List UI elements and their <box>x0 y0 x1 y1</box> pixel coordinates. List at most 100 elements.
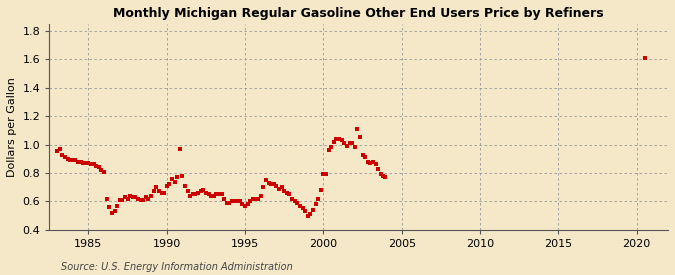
Point <box>59 155 70 160</box>
Point <box>294 204 305 208</box>
Point <box>639 56 650 60</box>
Point <box>329 139 340 144</box>
Point <box>281 191 292 195</box>
Point <box>68 158 78 163</box>
Point <box>80 161 91 165</box>
Point <box>333 137 344 141</box>
Point <box>300 209 310 213</box>
Point <box>373 167 383 171</box>
Point <box>370 162 381 167</box>
Point <box>302 213 313 218</box>
Point <box>96 168 107 172</box>
Point <box>192 191 203 195</box>
Point <box>237 202 248 207</box>
Point <box>78 161 88 165</box>
Point <box>117 198 128 202</box>
Point <box>313 196 323 201</box>
Point <box>75 160 86 164</box>
Point <box>174 147 185 151</box>
Point <box>185 194 196 198</box>
Point <box>86 162 97 167</box>
Point <box>109 209 120 213</box>
Point <box>203 192 214 196</box>
Point <box>230 199 240 204</box>
Point <box>130 195 141 199</box>
Point <box>250 196 261 201</box>
Point <box>164 182 175 186</box>
Point <box>198 188 209 192</box>
Point <box>209 194 219 198</box>
Point <box>148 189 159 194</box>
Point <box>350 145 360 150</box>
Point <box>284 192 295 196</box>
Text: Source: U.S. Energy Information Administration: Source: U.S. Energy Information Administ… <box>61 262 292 272</box>
Point <box>91 164 102 168</box>
Point <box>159 191 169 195</box>
Point <box>342 144 352 148</box>
Point <box>292 200 302 205</box>
Point <box>70 158 81 163</box>
Point <box>248 196 259 201</box>
Point <box>234 199 245 204</box>
Point <box>321 172 331 177</box>
Point <box>114 198 125 202</box>
Point <box>101 196 112 201</box>
Point <box>308 208 319 212</box>
Point <box>297 206 308 211</box>
Point <box>83 161 94 165</box>
Point <box>88 162 99 167</box>
Point <box>258 185 269 189</box>
Point <box>213 192 224 196</box>
Point <box>200 191 211 195</box>
Point <box>379 175 390 180</box>
Point <box>143 196 154 201</box>
Point <box>339 141 350 145</box>
Point <box>362 160 373 164</box>
Point <box>156 191 167 195</box>
Point <box>279 189 290 194</box>
Point <box>188 192 198 196</box>
Point <box>219 196 230 201</box>
Point <box>169 179 180 184</box>
Point <box>375 172 386 177</box>
Point <box>94 165 105 169</box>
Point <box>347 141 358 145</box>
Point <box>245 199 256 204</box>
Point <box>266 182 277 186</box>
Point <box>72 160 83 164</box>
Point <box>232 199 242 204</box>
Point <box>305 212 316 216</box>
Point <box>261 178 271 182</box>
Point <box>125 194 136 198</box>
Point <box>135 198 146 202</box>
Point <box>365 161 376 165</box>
Point <box>378 174 389 178</box>
Point <box>111 204 122 208</box>
Point <box>240 204 250 208</box>
Point <box>99 169 109 174</box>
Point <box>107 211 117 215</box>
Point <box>151 185 162 189</box>
Point <box>216 192 227 196</box>
Point <box>221 200 232 205</box>
Point <box>172 175 183 180</box>
Point <box>146 194 157 198</box>
Point <box>252 196 263 201</box>
Point <box>315 188 326 192</box>
Y-axis label: Dollars per Gallon: Dollars per Gallon <box>7 77 17 177</box>
Point <box>271 183 282 188</box>
Point <box>52 148 63 153</box>
Point <box>122 196 133 201</box>
Point <box>190 192 201 196</box>
Point <box>255 194 266 198</box>
Point <box>336 138 347 142</box>
Point <box>167 177 178 181</box>
Point <box>153 189 164 194</box>
Point <box>360 155 371 160</box>
Point <box>65 158 76 163</box>
Point <box>326 145 337 150</box>
Point <box>227 199 238 204</box>
Point <box>138 198 148 202</box>
Point <box>344 141 355 145</box>
Point <box>104 205 115 209</box>
